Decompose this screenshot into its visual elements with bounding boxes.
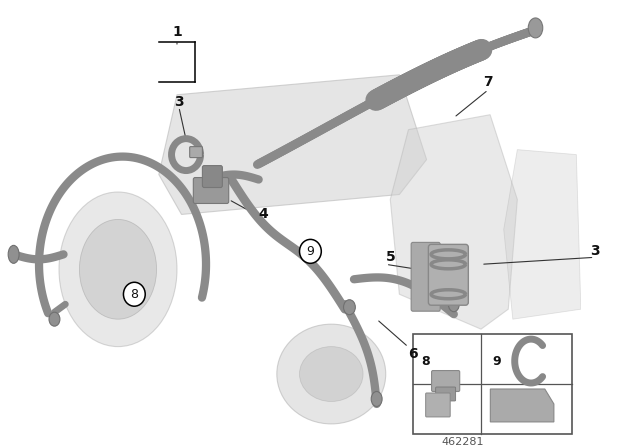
- FancyBboxPatch shape: [431, 370, 460, 392]
- Text: 7: 7: [483, 75, 493, 89]
- Text: 5: 5: [385, 250, 395, 264]
- Text: 3: 3: [589, 244, 599, 258]
- FancyBboxPatch shape: [411, 242, 440, 311]
- Ellipse shape: [449, 297, 460, 312]
- Bar: [413, 334, 572, 434]
- Polygon shape: [504, 150, 581, 319]
- Ellipse shape: [371, 392, 382, 406]
- Ellipse shape: [300, 347, 363, 401]
- Text: 4: 4: [259, 207, 268, 221]
- FancyBboxPatch shape: [428, 244, 468, 305]
- Circle shape: [124, 282, 145, 306]
- Ellipse shape: [49, 312, 60, 326]
- Ellipse shape: [79, 220, 157, 319]
- Ellipse shape: [59, 192, 177, 347]
- FancyBboxPatch shape: [426, 393, 450, 417]
- Text: 9: 9: [492, 354, 500, 367]
- Text: 9: 9: [307, 245, 314, 258]
- Text: 1: 1: [172, 25, 182, 39]
- Polygon shape: [390, 115, 517, 329]
- Ellipse shape: [277, 324, 386, 424]
- Text: 462281: 462281: [442, 437, 484, 447]
- FancyBboxPatch shape: [193, 177, 228, 203]
- Text: 6: 6: [408, 347, 418, 361]
- Text: 8: 8: [421, 354, 430, 367]
- Polygon shape: [490, 389, 554, 422]
- FancyBboxPatch shape: [202, 166, 222, 188]
- Ellipse shape: [8, 246, 19, 263]
- Text: 3: 3: [174, 95, 184, 109]
- Circle shape: [300, 239, 321, 263]
- Text: 8: 8: [131, 288, 138, 301]
- Polygon shape: [159, 75, 427, 215]
- Ellipse shape: [528, 18, 543, 38]
- Ellipse shape: [344, 300, 355, 314]
- FancyBboxPatch shape: [436, 387, 456, 401]
- FancyBboxPatch shape: [189, 146, 202, 158]
